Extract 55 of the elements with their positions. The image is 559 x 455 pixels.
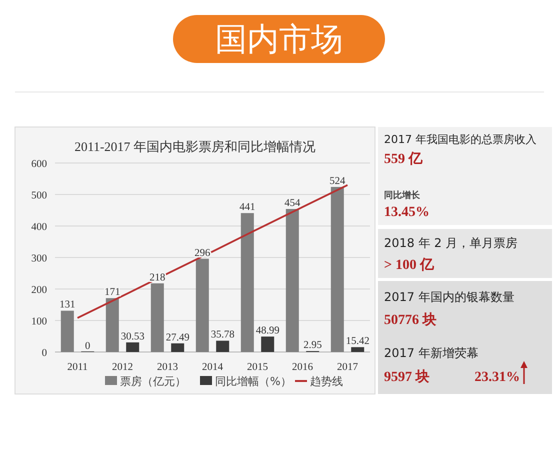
y-tick-label: 0: [42, 348, 47, 359]
x-tick-label: 2017: [337, 362, 358, 373]
text: 9597 块: [384, 369, 430, 385]
data-label: 524: [330, 176, 346, 187]
y-tick-label: 600: [31, 159, 47, 170]
legend-label: 趋势线: [310, 375, 343, 388]
chart-title: 2011-2017 年国内电影票房和同比增幅情况: [74, 139, 316, 154]
bar: [126, 342, 140, 352]
data-label: 15.42: [346, 336, 370, 348]
bar: [330, 186, 344, 352]
legend-label: 同比增幅（%）: [215, 375, 292, 388]
data-label: 27.49: [166, 332, 190, 344]
bar: [150, 283, 164, 352]
data-label: 0: [85, 341, 90, 352]
text: 2018 年 2 月，单月票房: [384, 236, 518, 250]
bar: [261, 336, 274, 352]
text: 23.31%: [474, 370, 520, 385]
x-tick-label: 2012: [112, 362, 133, 373]
bar: [60, 310, 74, 352]
bar: [240, 213, 254, 352]
text: 2017 年新增荧幕: [384, 346, 478, 360]
y-tick-label: 400: [31, 222, 47, 233]
bar: [351, 347, 364, 352]
y-tick-label: 100: [31, 316, 47, 328]
text: 同比增长: [384, 190, 421, 200]
bar: [171, 343, 184, 352]
bar: [216, 340, 230, 352]
legend-label: 票房（亿元）: [120, 375, 186, 388]
x-tick-label: 2014: [202, 362, 224, 373]
data-label: 2.95: [303, 340, 322, 352]
text: 2017 年我国电影的总票房收入: [384, 133, 536, 146]
text: 13.45%: [384, 205, 430, 220]
y-tick-label: 300: [31, 254, 47, 264]
text: > 100 亿: [384, 257, 435, 273]
x-tick-label: 2015: [247, 362, 268, 373]
data-label: 131: [60, 300, 76, 311]
text: 国内市场: [215, 20, 343, 58]
bar: [286, 208, 299, 352]
data-label: 35.78: [210, 330, 234, 341]
data-label: 454: [284, 198, 301, 209]
text: 559 亿: [384, 151, 424, 167]
line-series: [76, 184, 348, 319]
y-tick-label: 200: [31, 285, 47, 296]
bar: [106, 298, 119, 352]
data-label: 48.99: [256, 326, 280, 337]
data-label: 30.53: [120, 331, 144, 342]
x-tick-label: 2016: [292, 362, 313, 373]
x-tick-label: 2013: [157, 362, 178, 373]
bar: [196, 258, 209, 352]
text: 2017 年国内的银幕数量: [384, 290, 514, 304]
text: 50776 块: [384, 312, 436, 328]
data-label: 441: [240, 202, 256, 214]
data-label: 171: [104, 287, 120, 298]
y-tick-label: 500: [31, 190, 47, 202]
x-tick-label: 2011: [67, 362, 88, 373]
